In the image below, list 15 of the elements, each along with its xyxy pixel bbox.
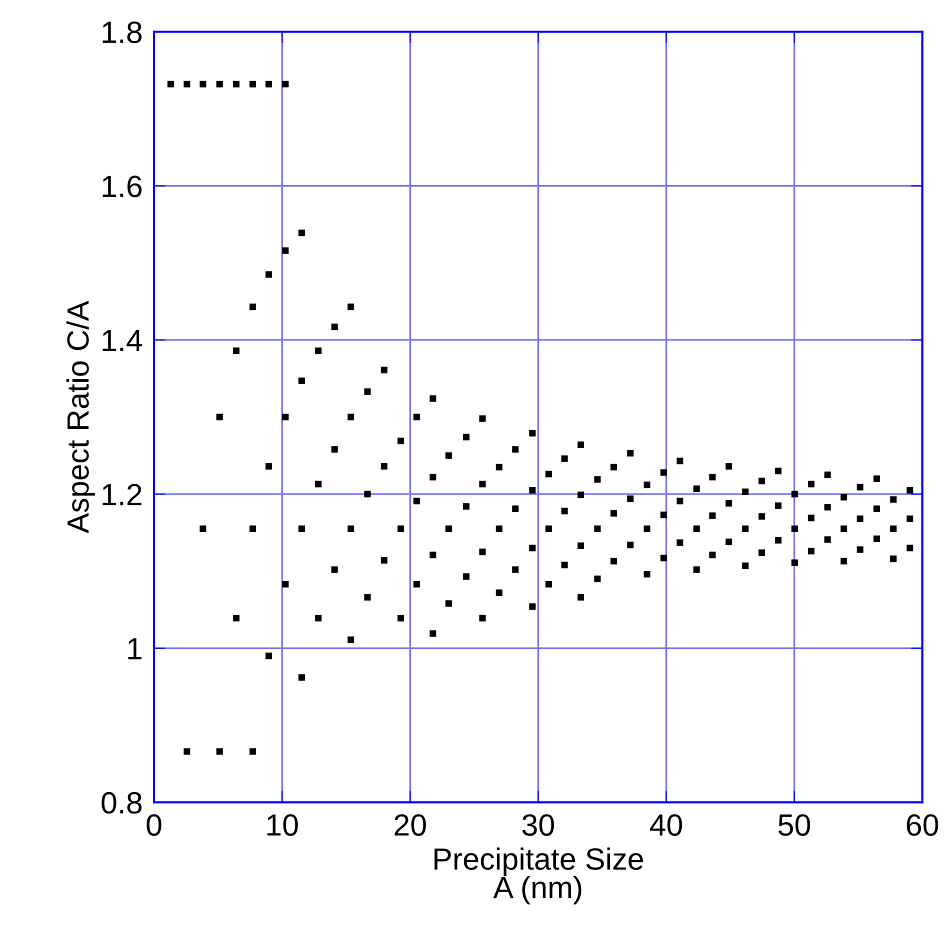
- y-tick-label: 1.4: [102, 330, 142, 352]
- x-tick-label: 60: [906, 814, 938, 836]
- x-tick-label: 50: [778, 814, 810, 836]
- y-tick-label: 1.6: [102, 176, 142, 198]
- x-tick-label: 0: [146, 814, 162, 836]
- y-axis-title: Aspect Ratio C/A: [66, 300, 95, 534]
- x-tick-label: 30: [522, 814, 554, 836]
- x-axis-title: Precipitate Size A (nm): [434, 847, 643, 904]
- y-tick-label: 1.2: [102, 484, 142, 506]
- y-tick-label: 1: [128, 638, 142, 660]
- y-tick-label: 0.8: [102, 792, 142, 814]
- x-tick-label: 40: [650, 814, 682, 836]
- x-tick-label: 10: [267, 814, 298, 836]
- x-tick-label: 20: [394, 814, 426, 836]
- y-tick-label: 1.8: [102, 21, 142, 44]
